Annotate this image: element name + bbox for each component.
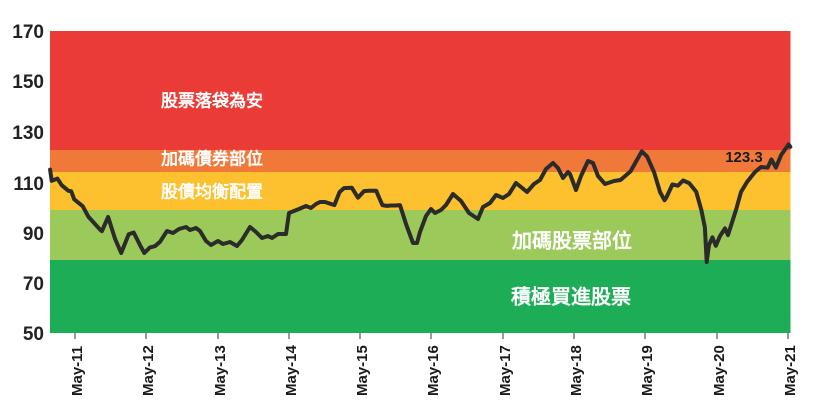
svg-text:加碼股票部位: 加碼股票部位 [511,228,632,252]
svg-text:May-13: May-13 [212,345,229,396]
svg-text:May-20: May-20 [711,345,728,396]
svg-text:May-16: May-16 [425,345,442,396]
svg-text:150: 150 [12,72,44,93]
svg-text:股票落袋為安: 股票落袋為安 [161,90,263,110]
svg-text:May-18: May-18 [568,345,585,396]
svg-text:May-17: May-17 [497,345,514,396]
svg-text:May-14: May-14 [283,344,300,396]
svg-text:123.3: 123.3 [725,149,763,166]
svg-text:130: 130 [12,123,44,144]
svg-text:May-19: May-19 [639,345,656,396]
svg-text:股債均衡配置: 股債均衡配置 [161,181,263,201]
svg-text:50: 50 [23,324,44,345]
svg-text:May-15: May-15 [354,345,371,396]
svg-text:170: 170 [12,22,44,43]
svg-text:May-11: May-11 [69,346,86,396]
svg-text:70: 70 [23,274,44,295]
svg-text:May-21: May-21 [782,345,799,396]
svg-text:110: 110 [13,174,44,195]
svg-text:90: 90 [23,224,44,245]
svg-text:May-12: May-12 [140,345,157,396]
svg-text:加碼債券部位: 加碼債券部位 [160,148,263,168]
svg-text:積極買進股票: 積極買進股票 [511,284,631,308]
